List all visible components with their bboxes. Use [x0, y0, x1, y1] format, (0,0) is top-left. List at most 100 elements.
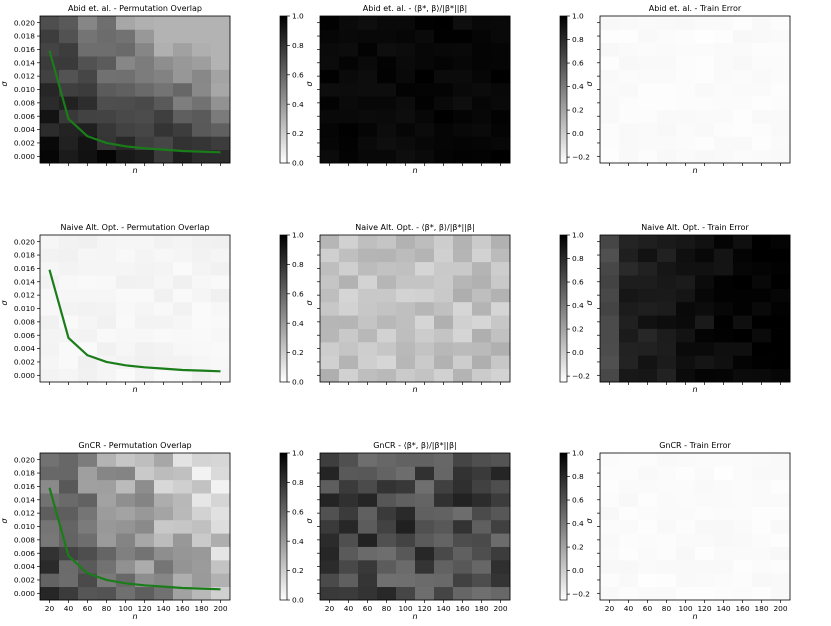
y-tick-label: 0.020	[14, 455, 35, 464]
heatmap-cell	[657, 573, 677, 588]
heatmap-cell	[358, 586, 378, 601]
heatmap-cell	[97, 82, 117, 97]
y-tick-label: 0.002	[14, 139, 35, 148]
y-tick-label: 0.012	[14, 72, 35, 81]
heatmap-cell	[320, 109, 340, 124]
heatmap-cell	[657, 16, 677, 30]
heatmap-cell	[752, 248, 772, 263]
heatmap-cell	[97, 56, 117, 70]
heatmap-cell	[59, 559, 79, 574]
y-tick-label: 0.018	[14, 251, 35, 260]
heatmap-cell	[657, 29, 677, 44]
x-tick-label: 60	[643, 604, 653, 613]
heatmap-cell	[320, 69, 340, 84]
heatmap-cell	[192, 109, 212, 124]
heatmap-cell	[339, 29, 359, 44]
heatmap-cell	[733, 559, 753, 574]
heatmap-cell	[676, 42, 696, 57]
x-tick-label: 20	[605, 604, 615, 613]
heatmap-cell	[472, 288, 492, 303]
heatmap-cell	[752, 519, 772, 534]
heatmap-cell	[695, 96, 715, 110]
heatmap-cell	[358, 573, 378, 588]
heatmap-cell	[97, 301, 117, 316]
heatmap-cell	[173, 519, 193, 534]
heatmap-cell	[173, 288, 193, 303]
heatmap-cell	[396, 573, 416, 588]
heatmap-cell	[320, 96, 340, 110]
heatmap-cell	[78, 136, 98, 151]
heatmap-cell	[40, 453, 60, 467]
panel-1: Abid et. al. - ⟨β*, β⟩/|β*||β| n σ −0.2 0.0 0…	[305, 4, 590, 175]
heatmap-cell	[211, 506, 231, 521]
heatmap-cell	[676, 56, 696, 70]
heatmap-cell	[714, 466, 734, 481]
heatmap-cell	[472, 341, 492, 356]
heatmap-cell	[619, 355, 639, 370]
heatmap-cell	[714, 248, 734, 263]
heatmap-cell	[40, 109, 60, 124]
heatmap-cell	[752, 136, 772, 151]
heatmap-cell	[135, 466, 155, 481]
heatmap-cell	[676, 466, 696, 481]
heatmap-cell	[619, 122, 639, 137]
heatmap-cell	[97, 453, 117, 467]
heatmap-cell	[192, 328, 212, 343]
heatmap-cell	[135, 368, 155, 383]
heatmap-cell	[472, 368, 492, 383]
heatmap-cell	[434, 493, 454, 507]
y-tick-label: 0.018	[14, 469, 35, 478]
heatmap-cell	[695, 301, 715, 316]
heatmap-cell	[192, 533, 212, 547]
heatmap-cell	[453, 559, 473, 574]
heatmap-cell	[657, 506, 677, 521]
sigma-curve	[48, 50, 221, 154]
heatmap-cell	[59, 493, 79, 507]
heatmap-cell	[173, 149, 193, 164]
heatmap-cell	[638, 453, 658, 467]
heatmap-cell	[40, 29, 60, 44]
heatmap-cell	[752, 56, 772, 70]
heatmap-cell	[434, 136, 454, 151]
heatmap-cell	[695, 506, 715, 521]
heatmap-cell	[638, 275, 658, 289]
y-tick-label: 0.012	[14, 291, 35, 300]
heatmap-cell	[472, 493, 492, 507]
heatmap-cell	[358, 559, 378, 574]
heatmap-cell	[434, 453, 454, 467]
heatmap-cell	[40, 466, 60, 481]
heatmap-cell	[358, 533, 378, 547]
heatmap-cell	[415, 69, 435, 84]
heatmap-cell	[396, 559, 416, 574]
heatmap-cell	[434, 328, 454, 343]
heatmap-cell	[192, 586, 212, 601]
heatmap-cell	[173, 368, 193, 383]
heatmap-cell	[339, 149, 359, 164]
heatmap-cell	[600, 341, 620, 356]
heatmap-cell	[695, 328, 715, 343]
heatmap-cell	[415, 29, 435, 44]
heatmap-cell	[434, 573, 454, 588]
heatmap-cell	[434, 16, 454, 30]
heatmap-cell	[415, 586, 435, 601]
heatmap-cell	[135, 42, 155, 57]
heatmap-cell	[396, 136, 416, 151]
heatmap-cell	[491, 136, 511, 151]
colorbar	[279, 452, 288, 601]
x-axis-label: n	[412, 612, 417, 621]
x-tick-label: 200	[213, 604, 227, 613]
heatmap-cell	[638, 479, 658, 494]
y-tick-label: 0.016	[14, 482, 35, 491]
heatmap-cell	[714, 355, 734, 370]
heatmap-cell	[154, 355, 174, 370]
heatmap-cell	[173, 355, 193, 370]
heatmap-cell	[600, 559, 620, 574]
heatmap-cell	[211, 275, 231, 289]
heatmap-cell	[676, 586, 696, 601]
heatmap-cell	[752, 546, 772, 561]
heatmap-cell	[415, 109, 435, 124]
heatmap-cell	[173, 341, 193, 356]
heatmap-cell	[59, 275, 79, 289]
heatmap-cell	[154, 506, 174, 521]
heatmap-cell	[377, 248, 397, 263]
